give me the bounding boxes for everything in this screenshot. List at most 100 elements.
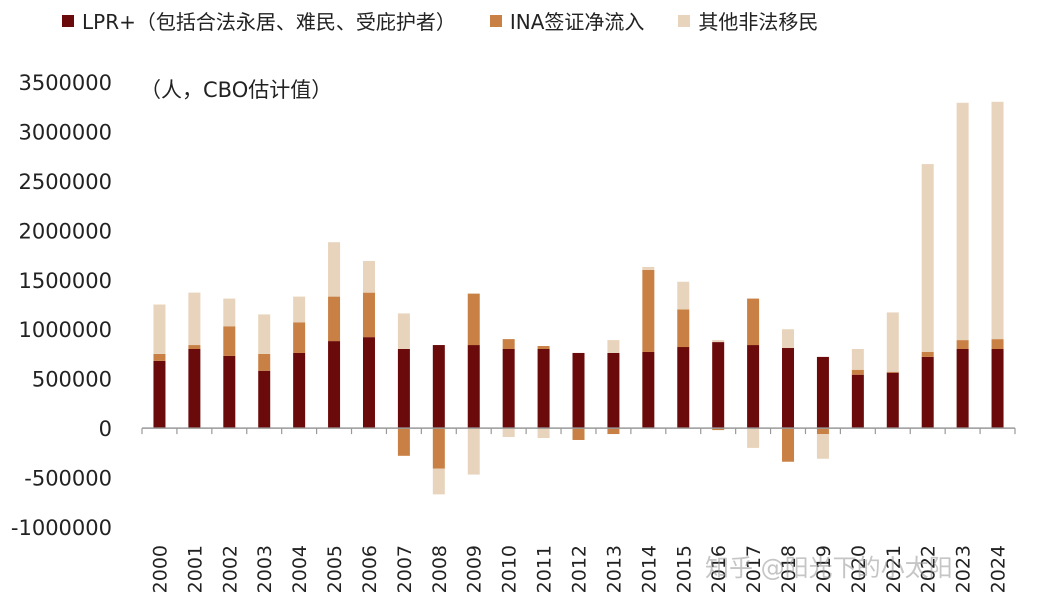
bar-segment bbox=[467, 345, 480, 429]
bar-segment bbox=[502, 349, 515, 429]
bar-segment bbox=[188, 349, 201, 429]
x-tick-label: 2024 bbox=[988, 545, 1010, 593]
bar-segment bbox=[432, 428, 445, 469]
bar-segment bbox=[921, 351, 934, 357]
x-tick-label: 2018 bbox=[778, 545, 800, 593]
bar-segment bbox=[782, 329, 795, 349]
bar-segment bbox=[712, 428, 725, 431]
x-tick-label: 2021 bbox=[883, 545, 905, 593]
bar-segment bbox=[397, 313, 410, 349]
bar-segment bbox=[328, 341, 341, 429]
y-tick-label: 3000000 bbox=[18, 120, 112, 144]
x-tick-label: 2008 bbox=[429, 545, 451, 593]
bar-segment bbox=[712, 340, 725, 343]
bar-segment bbox=[362, 292, 375, 338]
x-tick-label: 2001 bbox=[184, 545, 206, 593]
y-tick-label: 1500000 bbox=[18, 269, 112, 293]
bar-segment bbox=[153, 304, 166, 354]
bar-segment bbox=[607, 340, 620, 353]
bar-segment bbox=[223, 355, 236, 429]
legend-item: LPR+（包括合法永居、难民、受庇护者） bbox=[62, 6, 456, 35]
x-tick-label: 2007 bbox=[394, 545, 416, 593]
chart-legend: LPR+（包括合法永居、难民、受庇护者） INA签证净流入 其他非法移民 bbox=[62, 6, 852, 35]
bar-segment bbox=[956, 340, 969, 349]
x-tick-label: 2011 bbox=[534, 545, 556, 593]
legend-swatch bbox=[62, 14, 74, 27]
x-tick-label: 2005 bbox=[324, 545, 346, 593]
bar-segment bbox=[362, 260, 375, 293]
bar-segment bbox=[328, 296, 341, 342]
bar-segment bbox=[153, 353, 166, 361]
y-tick-label: 2000000 bbox=[18, 219, 112, 243]
bar-segment bbox=[677, 347, 690, 429]
bar-segment bbox=[572, 352, 585, 429]
bar-segment bbox=[851, 374, 864, 429]
bar-segment bbox=[747, 298, 760, 346]
bar-segment bbox=[677, 309, 690, 348]
bar-segment bbox=[712, 342, 725, 429]
bar-segment bbox=[886, 371, 899, 373]
x-tick-label: 2002 bbox=[219, 545, 241, 593]
x-tick-label: 2017 bbox=[743, 545, 765, 593]
x-tick-label: 2020 bbox=[848, 545, 870, 593]
bar-segment bbox=[782, 428, 795, 462]
x-tick-label: 2012 bbox=[569, 545, 591, 593]
bar-segment bbox=[607, 352, 620, 429]
bar-segment bbox=[293, 352, 306, 429]
y-tick-label: 1000000 bbox=[18, 318, 112, 342]
x-tick-label: 2004 bbox=[289, 545, 311, 593]
bar-segment bbox=[921, 164, 934, 352]
legend-label: LPR+（包括合法永居、难民、受庇护者） bbox=[82, 10, 456, 34]
x-tick-label: 2009 bbox=[464, 545, 486, 593]
bar-segment bbox=[816, 434, 829, 459]
bar-segment bbox=[537, 428, 550, 438]
x-tick-label: 2014 bbox=[638, 545, 660, 593]
bar-segment bbox=[223, 326, 236, 356]
legend-item: 其他非法移民 bbox=[678, 6, 818, 35]
bar-segment bbox=[223, 298, 236, 327]
legend-label: INA签证净流入 bbox=[509, 10, 645, 34]
bar-segment bbox=[258, 370, 271, 429]
x-tick-label: 2016 bbox=[708, 545, 730, 593]
y-tick-label: -1000000 bbox=[11, 516, 112, 540]
bar-segment bbox=[188, 345, 201, 349]
legend-item: INA签证净流入 bbox=[489, 6, 645, 35]
bar-segment bbox=[572, 428, 585, 440]
bar-segment bbox=[432, 468, 445, 495]
x-tick-label: 2006 bbox=[359, 545, 381, 593]
x-tick-label: 2000 bbox=[149, 545, 171, 593]
bar-segment bbox=[502, 428, 515, 438]
legend-swatch bbox=[489, 14, 502, 27]
legend-swatch bbox=[678, 14, 691, 27]
bar-segment bbox=[816, 356, 829, 429]
x-tick-label: 2023 bbox=[953, 545, 975, 593]
bar-segment bbox=[467, 293, 480, 346]
bar-segment bbox=[537, 349, 550, 429]
bar-segment bbox=[258, 353, 271, 371]
bar-segment bbox=[677, 281, 690, 310]
bar-segment bbox=[188, 292, 201, 346]
x-tick-label: 2010 bbox=[499, 545, 521, 593]
bar-segment bbox=[642, 351, 655, 429]
bar-segment bbox=[397, 349, 410, 429]
bar-segment bbox=[956, 349, 969, 429]
y-tick-label: 3500000 bbox=[18, 71, 112, 95]
bar-segment bbox=[607, 428, 620, 435]
bar-segment bbox=[816, 428, 829, 435]
x-tick-label: 2003 bbox=[254, 545, 276, 593]
bar-segment bbox=[991, 349, 1004, 429]
y-tick-label: 0 bbox=[99, 417, 112, 441]
bar-segment bbox=[397, 428, 410, 456]
x-tick-label: 2022 bbox=[918, 545, 940, 593]
bar-segment bbox=[747, 345, 760, 429]
bar-segment bbox=[328, 242, 341, 297]
bar-segment bbox=[851, 369, 864, 375]
x-tick-label: 2015 bbox=[673, 545, 695, 593]
bar-segment bbox=[153, 360, 166, 429]
bar-segment bbox=[642, 266, 655, 270]
bar-segment bbox=[991, 339, 1004, 349]
bar-segment bbox=[293, 322, 306, 353]
bar-segment bbox=[921, 356, 934, 429]
watermark: 知乎 @阳光下的小太阳 bbox=[705, 554, 953, 582]
